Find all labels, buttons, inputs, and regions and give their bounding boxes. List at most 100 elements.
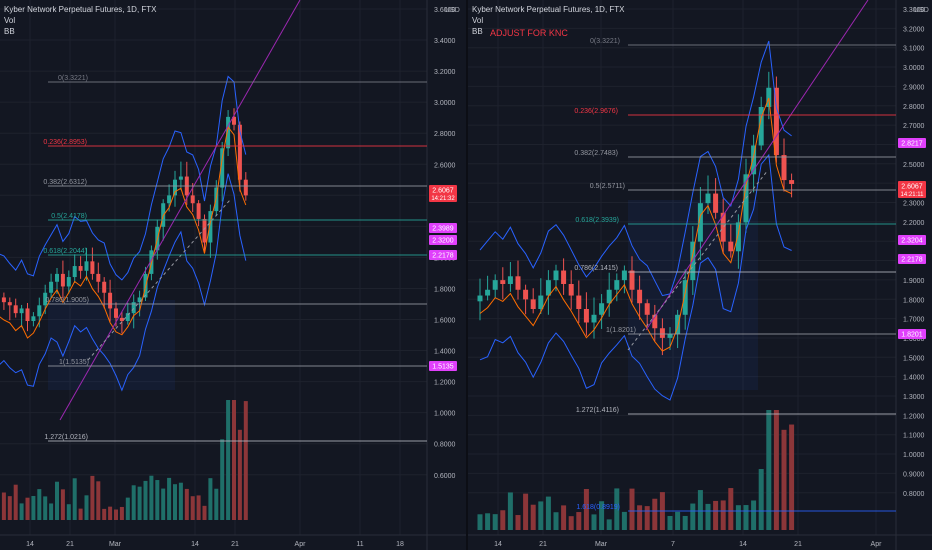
volume-bar bbox=[545, 496, 551, 530]
candle-body bbox=[583, 309, 589, 323]
volume-bar bbox=[637, 505, 643, 530]
candle-body bbox=[102, 281, 107, 293]
volume-bar bbox=[576, 512, 582, 530]
price-badge-value: 2.3200 bbox=[432, 238, 454, 245]
bollinger-upper-band bbox=[479, 40, 792, 297]
fib-level-label: 1.272(1.0216) bbox=[44, 434, 88, 441]
volume-bar bbox=[720, 500, 726, 530]
band-fill-zone bbox=[48, 300, 175, 390]
candle-body bbox=[773, 87, 779, 156]
legend-right: Kyber Network Perpetual Futures, 1D, FTX… bbox=[472, 4, 625, 37]
price-axis-tick: 3.6000 bbox=[434, 7, 456, 14]
symbol-title[interactable]: Kyber Network Perpetual Futures, 1D, FTX bbox=[472, 5, 625, 14]
candle-body bbox=[781, 155, 787, 181]
volume-bar bbox=[500, 510, 506, 530]
volume-bar bbox=[728, 488, 734, 530]
price-badge bbox=[429, 361, 457, 371]
candle-body bbox=[713, 193, 719, 213]
chart-pane-left[interactable]: 0(3.3221) 0.236(2.8953) 0.382(2.6312) 0.5(2… bbox=[0, 0, 466, 550]
trend-line bbox=[645, 0, 869, 331]
bb-indicator-label[interactable]: BB bbox=[4, 27, 15, 36]
volume-bar bbox=[49, 503, 54, 520]
price-badge bbox=[898, 329, 926, 339]
candle-body bbox=[49, 281, 54, 293]
volume-bar bbox=[766, 410, 772, 530]
candle-body bbox=[644, 303, 650, 315]
price-badge-countdown: 14:21:11 bbox=[901, 192, 925, 198]
fib-level-label: 0.382(2.7483) bbox=[574, 150, 618, 157]
time-axis-tick: Apr bbox=[871, 541, 883, 548]
fib-level-label: 0.236(2.9676) bbox=[574, 108, 618, 115]
candle-body bbox=[55, 273, 59, 282]
trend-line-dashed bbox=[627, 169, 769, 351]
volume-bar bbox=[743, 505, 749, 530]
price-axis-tick: 0.8000 bbox=[434, 442, 456, 449]
volume-bar bbox=[644, 506, 650, 530]
price-axis-tick: 3.1000 bbox=[903, 46, 925, 53]
candle-body bbox=[652, 314, 658, 329]
time-axis-tick: 21 bbox=[66, 541, 74, 548]
candle-body bbox=[31, 316, 36, 322]
volume-bar bbox=[178, 482, 183, 520]
candle-body bbox=[96, 273, 101, 282]
candle-body bbox=[25, 308, 30, 322]
volume-bar bbox=[137, 486, 142, 520]
bollinger-lower-band bbox=[479, 153, 792, 401]
volume-bar bbox=[629, 488, 635, 530]
candle-body bbox=[477, 295, 483, 302]
vol-indicator-label[interactable]: Vol bbox=[4, 16, 16, 25]
volume-bar bbox=[621, 511, 627, 530]
fib-level-label: 0(3.3221) bbox=[590, 38, 620, 45]
volume-bar bbox=[599, 501, 605, 530]
price-axis-tick: 1.2000 bbox=[434, 380, 456, 387]
volume-bar bbox=[102, 508, 107, 520]
candle-body bbox=[78, 266, 83, 271]
candle-body bbox=[629, 270, 635, 290]
bollinger-lower-band bbox=[0, 173, 247, 392]
fib-level-label: 0.786(2.1415) bbox=[574, 265, 618, 272]
volume-bar bbox=[96, 481, 101, 520]
symbol-title[interactable]: Kyber Network Perpetual Futures, 1D, FTX bbox=[4, 5, 157, 14]
price-chart-right[interactable]: 0(3.3221) 0.236(2.9676) 0.382(2.7483) 0.5(2… bbox=[468, 0, 932, 550]
candle-body bbox=[735, 222, 741, 252]
price-badge bbox=[429, 185, 457, 202]
price-axis-tick: 3.2000 bbox=[434, 69, 456, 76]
candle-body bbox=[7, 302, 12, 306]
volume-bar bbox=[202, 505, 207, 520]
price-axis-tick: 3.0000 bbox=[903, 65, 925, 72]
candle-body bbox=[243, 179, 248, 196]
chart-pane-right[interactable]: 0(3.3221) 0.236(2.9676) 0.382(2.7483) 0.5(2… bbox=[468, 0, 932, 550]
price-chart-left[interactable]: 0(3.3221) 0.236(2.8953) 0.382(2.6312) 0.5(2… bbox=[0, 0, 466, 550]
volume-bar bbox=[705, 503, 711, 530]
pane-divider[interactable] bbox=[466, 0, 468, 550]
price-axis-tick: 1.2000 bbox=[903, 413, 925, 420]
candle-body bbox=[758, 106, 764, 146]
volume-bar bbox=[561, 505, 567, 530]
volume-bar bbox=[55, 481, 59, 520]
currency-label: USD bbox=[445, 7, 460, 14]
time-axis-tick: 18 bbox=[396, 541, 404, 548]
candle-body bbox=[789, 180, 795, 184]
price-axis-tick: 1.8000 bbox=[903, 297, 925, 304]
bb-indicator-label[interactable]: BB bbox=[472, 27, 483, 36]
volume-bar bbox=[78, 508, 83, 520]
candle-body bbox=[659, 328, 665, 338]
volume-bar bbox=[108, 506, 113, 520]
volume-bar bbox=[682, 515, 688, 530]
price-badge bbox=[898, 235, 926, 245]
volume-bar bbox=[226, 400, 231, 520]
price-axis-tick: 0.8000 bbox=[903, 491, 925, 498]
vol-indicator-label[interactable]: Vol bbox=[472, 16, 484, 25]
volume-bar bbox=[667, 515, 673, 530]
volume-bar bbox=[773, 410, 779, 530]
price-axis-tick: 1.5000 bbox=[903, 355, 925, 362]
candle-body bbox=[530, 299, 536, 310]
volume-bar bbox=[220, 439, 225, 520]
bollinger-basis bbox=[479, 97, 792, 352]
volume-bar bbox=[190, 496, 195, 520]
volume-bar bbox=[751, 500, 757, 530]
candle-body bbox=[43, 292, 48, 306]
candle-body bbox=[202, 218, 207, 243]
candle-body bbox=[720, 212, 726, 242]
candle-body bbox=[178, 176, 183, 180]
